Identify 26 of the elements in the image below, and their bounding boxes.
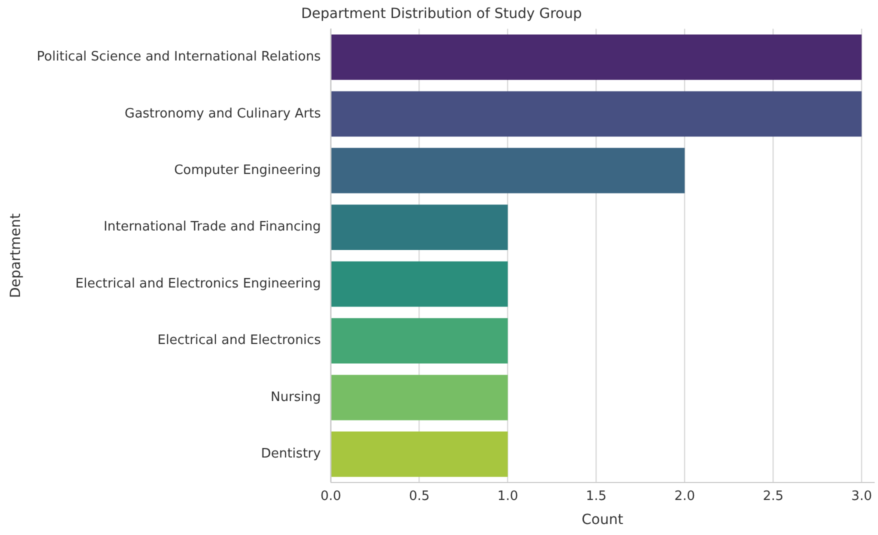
bar <box>331 374 508 420</box>
x-tick-label: 2.0 <box>674 488 696 504</box>
y-tick-label: Political Science and International Relations <box>36 50 322 65</box>
chart-title: Department Distribution of Study Group <box>301 6 582 22</box>
y-tick-label: International Trade and Financing <box>104 220 321 235</box>
y-tick-label: Electrical and Electronics Engineering <box>75 276 321 292</box>
y-axis-title: Department <box>8 212 24 298</box>
y-tick-label: Nursing <box>270 390 321 405</box>
x-axis-title: Count <box>582 512 624 528</box>
x-tick-label: 1.0 <box>497 488 518 504</box>
bar <box>331 204 508 250</box>
x-tick-label: 2.5 <box>762 488 784 504</box>
y-tick-label: Dentistry <box>260 446 322 462</box>
bar <box>331 148 685 194</box>
y-tick-label: Computer Engineering <box>174 162 321 178</box>
bar <box>331 34 862 80</box>
x-tick-label: 0.5 <box>408 488 430 504</box>
y-tick-label: Electrical and Electronics <box>158 333 322 348</box>
bar <box>331 261 508 307</box>
x-tick-label: 1.5 <box>586 488 607 504</box>
bar <box>331 432 508 477</box>
bar <box>331 318 508 364</box>
x-tick-label: 0.0 <box>320 488 342 504</box>
x-tick-label: 3.0 <box>851 488 872 504</box>
bar <box>331 91 862 137</box>
y-tick-label: Gastronomy and Culinary Arts <box>124 106 322 122</box>
